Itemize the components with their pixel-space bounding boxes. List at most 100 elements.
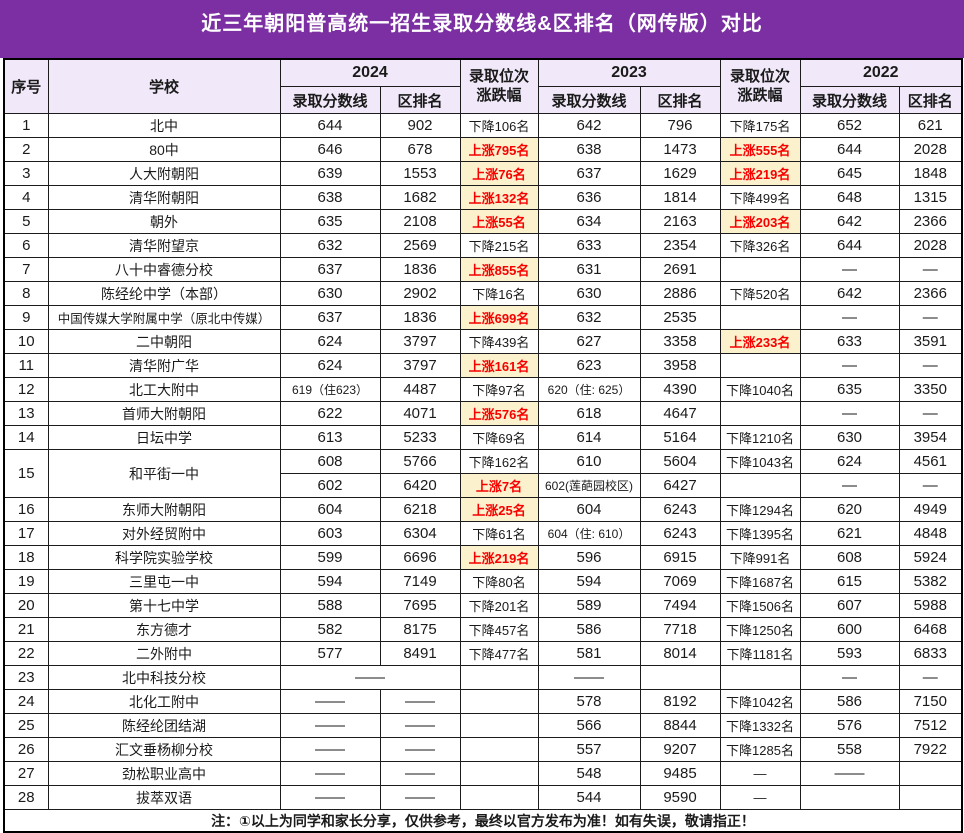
- cell-rank-2024: 1682: [379, 185, 461, 210]
- table-row: 20 第十七中学 588 7695 下降201名 589 7494 下降1506名 607 598…: [3, 593, 963, 618]
- cell-rank-2022: 621: [898, 113, 963, 138]
- cell-rank-2022: 2366: [898, 209, 963, 234]
- cell-change-2023: 下降1210名: [719, 425, 801, 450]
- cell-score-2022: —: [799, 473, 900, 498]
- cell-score-2024: 646: [279, 137, 381, 162]
- cell-rank-2024: ——: [379, 737, 461, 762]
- cell-seq: 17: [3, 521, 49, 546]
- cell-score-2024: 599: [279, 545, 381, 570]
- cell-rank-2023: 8014: [639, 641, 721, 666]
- cell-rank-2024: 7695: [379, 593, 461, 618]
- cell-score-2023: 566: [537, 713, 641, 738]
- cell-score-2022: 620: [799, 497, 900, 522]
- cell-change-2023: 下降1285名: [719, 737, 801, 762]
- cell-school: 首师大附朝阳: [47, 401, 281, 426]
- cell-rank-2023: 3958: [639, 353, 721, 378]
- cell-rank-2023: [639, 665, 721, 690]
- table-row: 12 北工大附中 619（住623） 4487 下降97名 620（住: 625） 4390…: [3, 377, 963, 402]
- cell-change-2024: [459, 785, 539, 810]
- col-header-rank-2024: 区排名: [379, 86, 461, 114]
- cell-school: 东师大附朝阳: [47, 497, 281, 522]
- cell-rank-2022: 5382: [898, 569, 963, 594]
- cell-change-2023: 下降1042名: [719, 689, 801, 714]
- cell-change-2024: 下降162名: [459, 449, 539, 474]
- cell-score-2024: 604: [279, 497, 381, 522]
- cell-change-2024: 上涨219名: [459, 545, 539, 570]
- cell-score-2024: 582: [279, 617, 381, 642]
- cell-change-2023: —: [719, 761, 801, 786]
- cell-rank-2024: 902: [379, 113, 461, 138]
- col-header-change-2024: 录取位次涨跌幅: [459, 58, 539, 114]
- cell-rank-2023: 5604: [639, 449, 721, 474]
- table-row: 4 清华附朝阳 638 1682 上涨132名 636 1814 下降499名 648 1315: [3, 185, 963, 210]
- cell-score-2022: 586: [799, 689, 900, 714]
- cell-rank-2022: 2366: [898, 281, 963, 306]
- cell-score-2024: 638: [279, 185, 381, 210]
- cell-score-2023: 604: [537, 497, 641, 522]
- cell-score-2024: 624: [279, 353, 381, 378]
- cell-rank-2023: 5164: [639, 425, 721, 450]
- cell-rank-2023: 8844: [639, 713, 721, 738]
- cell-score-2024: 635: [279, 209, 381, 234]
- cell-score-2023: 623: [537, 353, 641, 378]
- table-row: 1 北中 644 902 下降106名 642 796 下降175名 652 621: [3, 113, 963, 138]
- cell-change-2023: 下降1181名: [719, 641, 801, 666]
- table-row: 23 北中科技分校 —— —— — —: [3, 665, 963, 690]
- cell-score-2022: 607: [799, 593, 900, 618]
- cell-rank-2023: 796: [639, 113, 721, 138]
- cell-score-2022: —: [799, 257, 900, 282]
- cell-change-2024: [459, 689, 539, 714]
- cell-seq: 14: [3, 425, 49, 450]
- cell-change-2023: [719, 305, 801, 330]
- cell-change-2023: [719, 257, 801, 282]
- cell-rank-2022: —: [898, 401, 963, 426]
- cell-score-2024: 637: [279, 257, 381, 282]
- cell-rank-2023: 2163: [639, 209, 721, 234]
- col-header-school: 学校: [47, 58, 281, 114]
- cell-score-2022: —: [799, 665, 900, 690]
- cell-score-2023: 596: [537, 545, 641, 570]
- cell-rank-2023: 1629: [639, 161, 721, 186]
- cell-score-2024: 602: [279, 473, 381, 498]
- col-header-rank-2023: 区排名: [639, 86, 721, 114]
- col-header-year-2024: 2024: [279, 58, 461, 87]
- cell-change-2024: 下降439名: [459, 329, 539, 354]
- cell-change-2024: [459, 761, 539, 786]
- cell-rank-2022: —: [898, 665, 963, 690]
- cell-score-2022: 624: [799, 449, 900, 474]
- cell-rank-2024: 1836: [379, 305, 461, 330]
- cell-school: 拔萃双语: [47, 785, 281, 810]
- cell-seq: 28: [3, 785, 49, 810]
- page-title: 近三年朝阳普高统一招生录取分数线&区排名（网传版）对比: [0, 0, 964, 58]
- cell-change-2024: 下降97名: [459, 377, 539, 402]
- table-header: 序号 学校 2024 录取位次涨跌幅 2023 录取位次涨跌幅 2022 录取分…: [3, 58, 963, 114]
- cell-score-2024: 608: [279, 449, 381, 474]
- col-header-score-2022: 录取分数线: [799, 86, 900, 114]
- table-row: 15 和平街一中 608 5766 下降162名 610 5604 下降1043名 624 456…: [3, 449, 963, 498]
- cell-rank-2024: 8175: [379, 617, 461, 642]
- table-row: 11 清华附广华 624 3797 上涨161名 623 3958 — —: [3, 353, 963, 378]
- cell-change-2024: [459, 665, 539, 690]
- table-row: 7 八十中睿德分校 637 1836 上涨855名 631 2691 — —: [3, 257, 963, 282]
- cell-school: 陈经纶中学（本部）: [47, 281, 281, 306]
- cell-school: 清华附望京: [47, 233, 281, 258]
- cell-score-2022: —: [799, 353, 900, 378]
- table-row: 22 二外附中 577 8491 下降477名 581 8014 下降1181名 593 6833: [3, 641, 963, 666]
- cell-rank-2022: 5988: [898, 593, 963, 618]
- cell-rank-2022: —: [898, 305, 963, 330]
- table-row: 3 人大附朝阳 639 1553 上涨76名 637 1629 上涨219名 645 1848: [3, 161, 963, 186]
- cell-score-2023: 642: [537, 113, 641, 138]
- cell-rank-2024: 4487: [379, 377, 461, 402]
- cell-school: 北中科技分校: [47, 665, 281, 690]
- cell-rank-2022: 6468: [898, 617, 963, 642]
- cell-seq: 15: [3, 449, 49, 498]
- cell-seq: 27: [3, 761, 49, 786]
- cell-school: 对外经贸附中: [47, 521, 281, 546]
- table-row: 602 6420 上涨7名 602(莲葩园校区) 6427 — —: [4, 473, 963, 498]
- cell-rank-2024: 2569: [379, 233, 461, 258]
- cell-score-2023: 638: [537, 137, 641, 162]
- cell-rank-2022: 2028: [898, 137, 963, 162]
- cell-score-2022: 652: [799, 113, 900, 138]
- cell-score-2024: ——: [279, 665, 461, 690]
- cell-score-2022: 642: [799, 209, 900, 234]
